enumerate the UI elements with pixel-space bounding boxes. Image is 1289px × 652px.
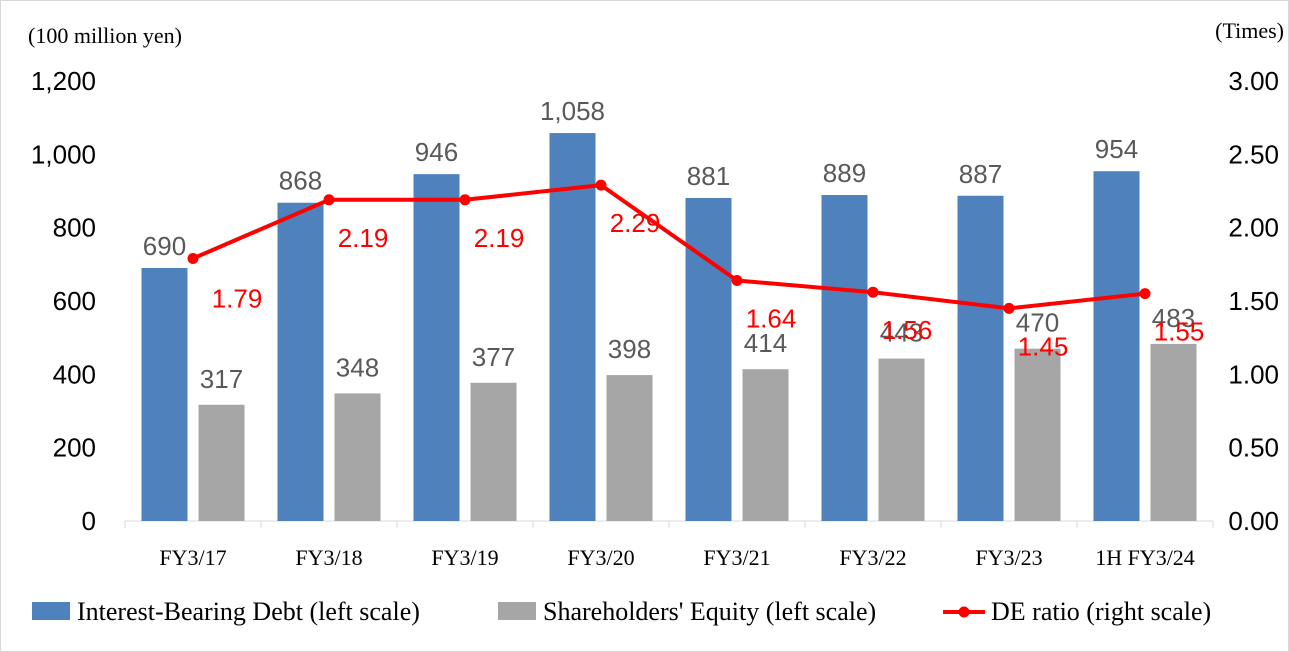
- legend-swatch-debt: [32, 602, 70, 620]
- debt-data-label: 690: [143, 231, 186, 261]
- left-axis-tick-label: 1,000: [31, 139, 96, 169]
- de-ratio-data-label: 1.64: [746, 303, 797, 333]
- bar-data-labels: 690 317 868 348 946 377 1,058 398 881 414 889 443 88…: [143, 96, 1195, 394]
- bar-interest-bearing-debt: [957, 195, 1004, 521]
- left-axis-unit: (100 million yen): [28, 23, 182, 48]
- de-ratio-point: [459, 194, 471, 206]
- equity-data-label: 348: [336, 352, 379, 382]
- legend-label-debt: Interest-Bearing Debt (left scale): [77, 597, 420, 626]
- bar-shareholders-equity: [334, 393, 381, 521]
- de-ratio-point: [731, 274, 743, 286]
- legend-label-de-ratio: DE ratio (right scale): [991, 597, 1211, 626]
- equity-data-label: 470: [1016, 308, 1059, 338]
- bar-interest-bearing-debt: [413, 174, 460, 521]
- equity-data-label: 317: [200, 364, 243, 394]
- debt-data-label: 881: [687, 161, 730, 191]
- bar-shareholders-equity: [606, 375, 653, 521]
- de-ratio-data-label: 1.45: [1018, 331, 1069, 361]
- bars: [141, 133, 1197, 522]
- equity-data-label: 443: [880, 318, 923, 348]
- right-axis-tick-label: 0.50: [1228, 433, 1279, 463]
- bar-shareholders-equity: [1014, 348, 1061, 521]
- right-axis-tick-label: 2.50: [1228, 139, 1279, 169]
- debt-data-label: 1,058: [540, 96, 605, 126]
- category-label: FY3/19: [431, 545, 498, 570]
- de-ratio-point: [323, 194, 335, 206]
- right-axis-tick-label: 1.00: [1228, 359, 1279, 389]
- category-label: FY3/20: [567, 545, 634, 570]
- left-axis-ticks: 0 200 400 600 800 1,000 1,200: [31, 66, 96, 536]
- bar-shareholders-equity: [470, 382, 517, 521]
- left-axis-tick-label: 1,200: [31, 66, 96, 96]
- de-ratio-line: [192, 183, 1146, 311]
- category-label: FY3/21: [703, 545, 770, 570]
- debt-data-label: 889: [823, 158, 866, 188]
- de-ratio-data-label: 2.19: [474, 223, 525, 253]
- left-axis-tick-label: 800: [53, 213, 96, 243]
- left-axis-tick-label: 200: [53, 433, 96, 463]
- legend-swatch-equity: [498, 602, 536, 620]
- bar-shareholders-equity: [878, 358, 925, 521]
- debt-data-label: 954: [1095, 134, 1138, 164]
- bar-shareholders-equity: [742, 369, 789, 521]
- bar-interest-bearing-debt: [821, 195, 868, 522]
- category-label: 1H FY3/24: [1095, 545, 1195, 570]
- bar-interest-bearing-debt: [1093, 171, 1140, 521]
- de-ratio-data-label: 1.55: [1154, 317, 1205, 347]
- category-label: FY3/22: [839, 545, 906, 570]
- right-axis-tick-label: 3.00: [1228, 66, 1279, 96]
- de-ratio-point: [187, 252, 199, 264]
- bar-interest-bearing-debt: [549, 133, 596, 522]
- debt-data-label: 887: [959, 159, 1002, 189]
- category-labels: FY3/17 FY3/18 FY3/19 FY3/20 FY3/21 FY3/22 FY3/…: [159, 545, 1194, 570]
- right-axis-unit: (Times): [1215, 18, 1284, 43]
- de-ratio-point: [1003, 302, 1015, 314]
- de-ratio-data-label: 1.56: [882, 315, 933, 345]
- de-ratio-data-label: 2.19: [338, 223, 389, 253]
- category-label: FY3/17: [159, 545, 226, 570]
- equity-data-label: 483: [1152, 303, 1195, 333]
- category-label: FY3/23: [975, 545, 1042, 570]
- debt-data-label: 946: [415, 137, 458, 167]
- line-data-labels: 1.79 2.19 2.19 2.29 1.64 1.56 1.45 1.55: [212, 208, 1205, 361]
- de-ratio-point: [1139, 288, 1151, 300]
- equity-data-label: 414: [744, 328, 787, 358]
- debt-data-label: 868: [279, 166, 322, 196]
- de-ratio-data-label: 2.29: [610, 208, 661, 238]
- bar-interest-bearing-debt: [685, 197, 732, 521]
- bar-shareholders-equity: [1150, 343, 1197, 521]
- legend-swatch-de-ratio-marker: [958, 606, 970, 618]
- right-axis-tick-label: 0.00: [1228, 506, 1279, 536]
- bar-interest-bearing-debt: [141, 268, 188, 521]
- bar-shareholders-equity: [198, 404, 245, 521]
- bar-interest-bearing-debt: [277, 202, 324, 521]
- right-axis-tick-label: 1.50: [1228, 286, 1279, 316]
- equity-data-label: 398: [608, 334, 651, 364]
- right-axis-tick-label: 2.00: [1228, 213, 1279, 243]
- legend: Interest-Bearing Debt (left scale) Shareh…: [32, 597, 1211, 626]
- left-axis-tick-label: 600: [53, 286, 96, 316]
- de-ratio-data-label: 1.79: [212, 283, 263, 313]
- right-axis-ticks: 0.00 0.50 1.00 1.50 2.00 2.50 3.00: [1228, 66, 1279, 536]
- de-ratio-point: [867, 286, 879, 298]
- de-ratio-line-group: [187, 179, 1151, 314]
- equity-data-label: 377: [472, 342, 515, 372]
- de-ratio-point: [595, 179, 607, 191]
- left-axis-tick-label: 0: [82, 506, 96, 536]
- left-axis-tick-label: 400: [53, 359, 96, 389]
- category-dividers: [124, 521, 1214, 528]
- category-label: FY3/18: [295, 545, 362, 570]
- legend-label-equity: Shareholders' Equity (left scale): [543, 597, 876, 626]
